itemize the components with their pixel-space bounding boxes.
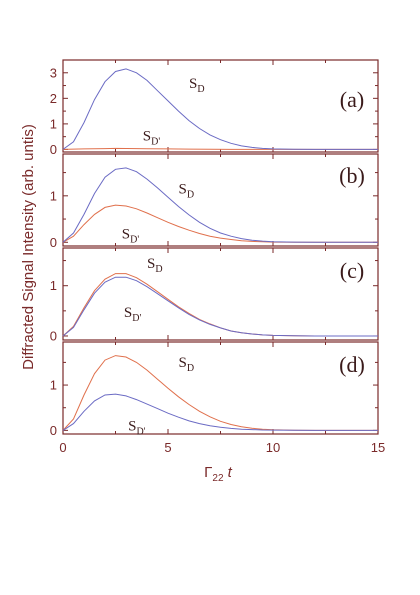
- x-tick-label: 5: [164, 440, 171, 455]
- panel-label: (c): [340, 258, 364, 283]
- curve-label-sd-prime: SD': [124, 305, 142, 324]
- y-tick-label: 0: [50, 328, 57, 343]
- curve-label-sd-prime: SD': [143, 129, 161, 148]
- y-axis-label: Diffracted Signal Intensity (arb. untis): [20, 124, 37, 370]
- series-line-sd: [62, 276, 378, 337]
- y-tick-label: 0: [50, 142, 57, 157]
- series-line-sd-prime: [62, 355, 378, 431]
- curve-label-main: S: [128, 418, 136, 434]
- curve-label-sub: D: [155, 264, 162, 275]
- curve-label-main: S: [189, 76, 197, 92]
- curve-label-sd: SD: [189, 76, 205, 95]
- x-tick-label: 10: [266, 440, 280, 455]
- curve-label-sub: D: [187, 189, 194, 200]
- curve-label-sub: D': [136, 426, 145, 437]
- series-line-sd: [62, 393, 378, 431]
- curve-label-sub: D': [132, 313, 141, 324]
- x-axis-label-gamma: Γ: [204, 464, 212, 481]
- panel-frame: [62, 247, 379, 341]
- panel-frame: [62, 59, 379, 153]
- y-tick-label: 0: [50, 235, 57, 250]
- series-line-sd: [62, 68, 378, 150]
- curve-label-sd-prime: SD': [122, 227, 140, 246]
- curve-label-main: S: [179, 355, 187, 371]
- panel-label: (a): [340, 87, 364, 112]
- series-line-sd-prime: [62, 273, 378, 337]
- panel-frame: [62, 153, 379, 247]
- panel-frame: [62, 341, 379, 435]
- curve-label-sd: SD: [179, 181, 195, 200]
- x-axis-label-t: t: [224, 464, 233, 481]
- x-tick-label: 0: [59, 440, 66, 455]
- series-line-sd-prime: [62, 204, 378, 243]
- x-axis-label: Γ22 t: [204, 464, 233, 484]
- curve-label-sub: D: [187, 363, 194, 374]
- curve-label-sd: SD: [147, 256, 163, 275]
- curve-label-sub: D': [130, 235, 139, 246]
- panel-label: (d): [339, 352, 365, 377]
- curve-label-sd-prime: SD': [128, 418, 146, 437]
- curve-label-sub: D': [151, 137, 160, 148]
- y-tick-label: 1: [50, 278, 57, 293]
- curve-label-main: S: [179, 181, 187, 197]
- y-tick-label: 1: [50, 378, 57, 393]
- curve-label-sub: D: [197, 84, 204, 95]
- series-line-sd-prime: [62, 147, 378, 150]
- panel-label: (b): [339, 163, 365, 188]
- curve-label-main: S: [143, 129, 151, 145]
- series-line-sd: [62, 167, 378, 243]
- y-tick-label: 3: [50, 65, 57, 80]
- x-tick-label: 15: [371, 440, 385, 455]
- curve-label-sd: SD: [179, 355, 195, 374]
- y-tick-label: 1: [50, 188, 57, 203]
- y-tick-label: 1: [50, 116, 57, 131]
- curve-label-main: S: [147, 256, 155, 272]
- y-tick-label: 0: [50, 423, 57, 438]
- x-axis-label-sub: 22: [212, 473, 224, 484]
- curve-label-main: S: [124, 305, 132, 321]
- y-tick-label: 2: [50, 91, 57, 106]
- curve-label-main: S: [122, 227, 130, 243]
